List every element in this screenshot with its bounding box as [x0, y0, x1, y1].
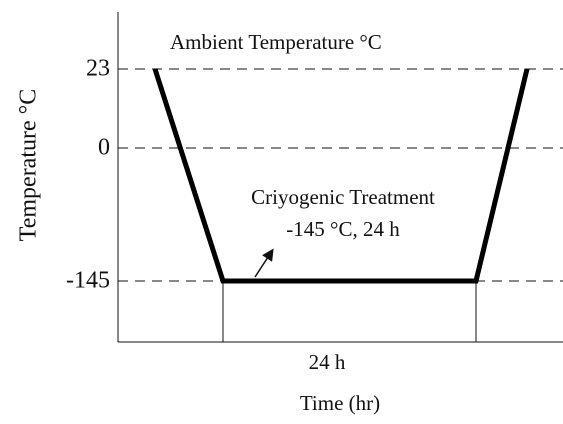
temperature-profile	[152, 68, 530, 284]
y-tick-label: 23	[86, 56, 110, 82]
duration-label: 24 h	[309, 350, 346, 374]
annotation-line: -145 °C, 24 h	[286, 217, 400, 241]
y-tick-label: 0	[98, 135, 110, 161]
annotation-arrow	[254, 248, 274, 278]
title: Ambient Temperature °C	[170, 30, 382, 54]
annotation-line: Criyogenic Treatment	[251, 185, 435, 209]
y-axis-label: Temperature °C	[16, 89, 42, 242]
y-tick-label: -145	[66, 268, 110, 294]
x-axis-label: Time (hr)	[300, 391, 380, 415]
